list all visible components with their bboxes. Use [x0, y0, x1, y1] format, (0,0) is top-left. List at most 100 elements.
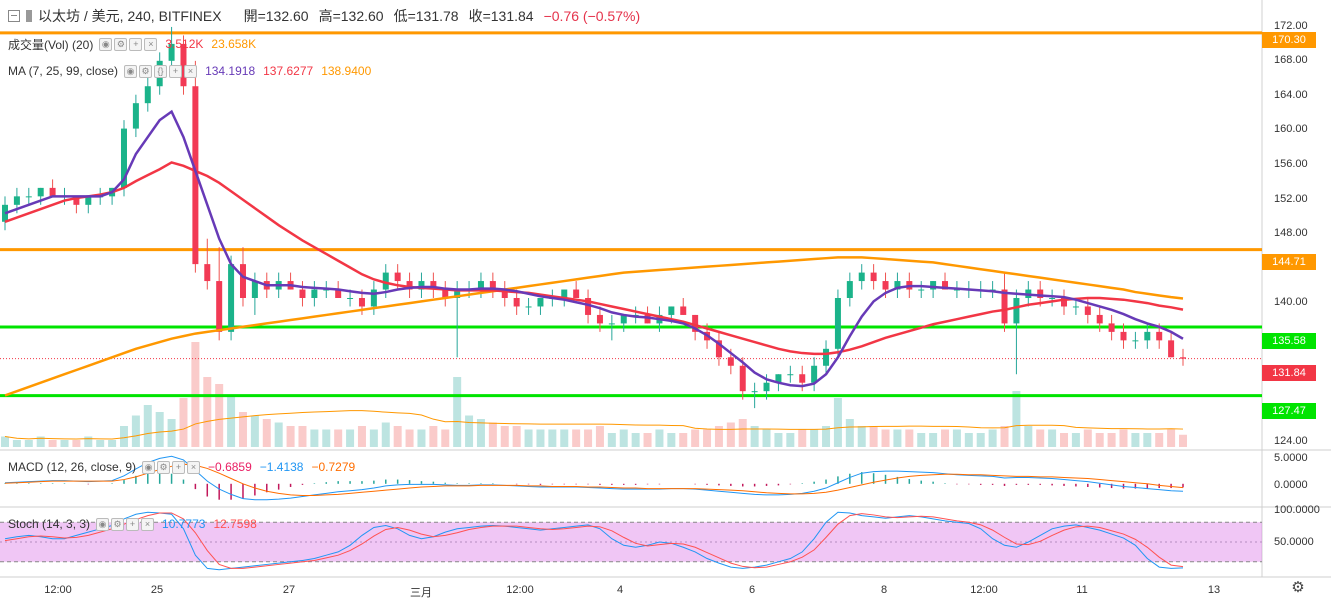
gear-icon[interactable]: ⚙: [114, 37, 128, 51]
price-tick: 148.00: [1274, 227, 1308, 239]
price-tag-text: 131.84: [1272, 367, 1306, 379]
volume-bar: [643, 433, 652, 447]
volume-bar: [524, 429, 533, 447]
price-tick: 152.00: [1274, 193, 1308, 205]
volume-bar: [453, 377, 462, 447]
volume-bar: [905, 429, 914, 447]
price-tag-text: 144.71: [1272, 256, 1306, 268]
eye-icon[interactable]: ◉: [99, 37, 113, 51]
flag-icon[interactable]: [26, 10, 32, 22]
volume-bar: [119, 426, 128, 447]
candle-body: [430, 281, 437, 290]
volume-bar: [476, 419, 485, 447]
plus-icon[interactable]: +: [126, 517, 140, 531]
price-tick: 140.00: [1274, 296, 1308, 308]
price-tag-text: 170.30: [1272, 34, 1306, 46]
volume-bar: [441, 429, 450, 447]
symbol-name[interactable]: 以太坊 / 美元, 240, BITFINEX: [38, 8, 222, 24]
eye-icon[interactable]: ◉: [124, 64, 138, 78]
close-icon[interactable]: ×: [184, 64, 198, 78]
plus-icon[interactable]: +: [129, 37, 143, 51]
stoch-legend[interactable]: Stoch (14, 3, 3) ◉ ⚙ + × 10.7773 12.7598: [8, 516, 265, 532]
volume-bar: [488, 422, 497, 447]
candle-body: [620, 314, 627, 324]
volume-bar: [274, 422, 283, 447]
volume-bar: [964, 433, 973, 447]
candle-body: [120, 128, 127, 188]
time-tick: 25: [150, 584, 164, 596]
eye-icon[interactable]: ◉: [96, 517, 110, 531]
candle-body: [144, 86, 151, 104]
candle-body: [870, 272, 877, 282]
candle-body: [1156, 331, 1163, 341]
price-axis[interactable]: 172.00 168.00 164.00 160.00 156.00 152.0…: [1262, 0, 1331, 450]
volume-bar: [405, 429, 414, 447]
candle-body: [477, 281, 484, 290]
price-tag-127-47: 127.47: [1262, 403, 1316, 419]
chart-settings-gear-icon[interactable]: ⚙: [1291, 579, 1305, 596]
volume-bar: [762, 429, 771, 447]
close-icon[interactable]: ×: [187, 460, 201, 474]
volume-bar: [893, 429, 902, 447]
gear-icon[interactable]: ⚙: [111, 517, 125, 531]
volume-bar: [227, 394, 236, 447]
volume-bar: [822, 426, 831, 447]
volume-bar: [833, 398, 842, 447]
source-icon[interactable]: {}: [154, 64, 168, 78]
indicator-buttons[interactable]: ◉ ⚙ + ×: [96, 517, 156, 531]
volume-bar: [631, 433, 640, 447]
volume-bar: [167, 419, 176, 447]
candle-body: [239, 264, 246, 298]
volume-bar: [1083, 429, 1092, 447]
candle-body: [1013, 298, 1020, 324]
candle-body: [85, 196, 92, 205]
volume-bar: [24, 440, 33, 447]
ma-legend[interactable]: MA (7, 25, 99, close) ◉ ⚙{} + × 134.1918 13…: [8, 63, 379, 79]
volume-bar: [774, 433, 783, 447]
candle-body: [2, 204, 8, 222]
candle-body: [930, 281, 937, 290]
volume-bar: [798, 429, 807, 447]
volume-bar: [952, 429, 961, 447]
stoch-tick: 100.0000: [1274, 504, 1320, 516]
price-tick: 156.00: [1274, 158, 1308, 170]
ma99-value: 138.9400: [321, 64, 372, 78]
plus-icon[interactable]: +: [169, 64, 183, 78]
close-icon[interactable]: ×: [141, 517, 155, 531]
candle-body: [573, 289, 580, 298]
indicator-buttons[interactable]: ◉ ⚙ + ×: [142, 460, 202, 474]
candle-body: [168, 43, 175, 61]
candle-body: [596, 314, 603, 324]
gear-icon[interactable]: ⚙: [139, 64, 153, 78]
stoch-d-line: [4, 512, 1184, 569]
candle-body: [894, 281, 901, 290]
candle-body: [406, 281, 413, 290]
volume-legend[interactable]: 成交量(Vol) (20) ◉ ⚙ + × 3.512K 23.658K: [8, 36, 264, 52]
stoch-axis[interactable]: 100.0000 50.0000: [1262, 504, 1331, 577]
candle-body: [394, 272, 401, 282]
candle-body: [1001, 289, 1008, 324]
volume-bar: [595, 426, 604, 447]
volume-bar: [714, 426, 723, 447]
macd-axis[interactable]: 5.0000 0.0000: [1262, 450, 1331, 507]
volume-bar: [1000, 426, 1009, 447]
candle-body: [13, 196, 20, 205]
macd-legend[interactable]: MACD (12, 26, close, 9) ◉ ⚙ + × −0.6859 −1.…: [8, 459, 363, 475]
indicator-buttons[interactable]: ◉ ⚙ + ×: [99, 37, 159, 51]
volume-bar: [60, 440, 69, 447]
candle-body: [382, 272, 389, 290]
eye-icon[interactable]: ◉: [142, 460, 156, 474]
close-icon[interactable]: ×: [144, 37, 158, 51]
stoch-k-value: 10.7773: [162, 517, 206, 531]
plus-icon[interactable]: +: [172, 460, 186, 474]
volume-bar: [1036, 429, 1045, 447]
collapse-icon[interactable]: [8, 10, 20, 22]
volume-bar: [465, 415, 474, 447]
candle-body: [501, 289, 508, 298]
macd-line: [4, 455, 1184, 501]
gear-icon[interactable]: ⚙: [157, 460, 171, 474]
indicator-buttons[interactable]: ◉ ⚙{} + ×: [124, 64, 199, 78]
candle-body: [192, 86, 199, 265]
volume-bar: [1048, 429, 1057, 447]
